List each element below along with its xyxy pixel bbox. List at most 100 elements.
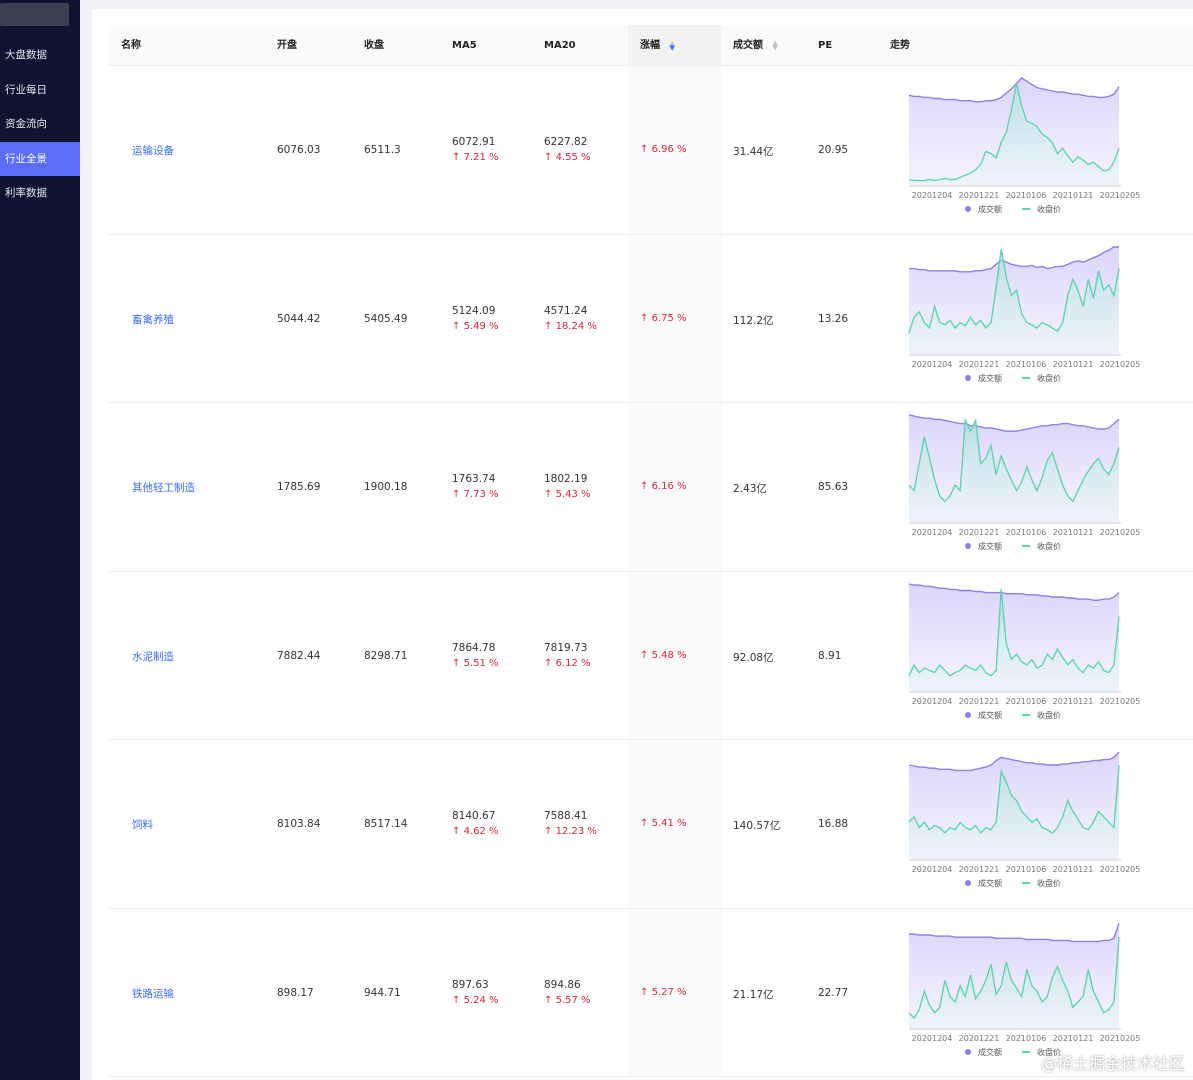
series-close-area <box>909 248 1119 355</box>
series-close-line <box>908 764 1120 835</box>
industry-name-link[interactable]: 水泥制造 <box>132 650 174 663</box>
x-tick-label: 20201204 <box>912 865 953 874</box>
ma20-change-value: 5.57 % <box>555 994 591 1006</box>
ma5-change: ↑ 5.51 % <box>452 658 499 669</box>
ma5-value: 6072.91 <box>452 136 496 148</box>
arrow-up-icon: ↑ <box>544 320 553 332</box>
column-header-volume[interactable]: 成交额 ▲ ▼ <box>733 25 778 66</box>
ma5-value: 1763.74 <box>452 473 496 485</box>
open-value: 8103.84 <box>277 818 321 830</box>
x-tick-label: 20210106 <box>1006 528 1047 537</box>
change-cell: ↑ 5.48 % <box>640 650 687 661</box>
open-value: 5044.42 <box>277 312 321 325</box>
series-volume-line <box>908 582 1120 601</box>
industry-name-link[interactable]: 运输设备 <box>132 145 174 157</box>
legend-volume-label: 成交额 <box>978 878 1002 888</box>
change-value: 6.16 % <box>651 481 687 492</box>
column-header-change[interactable]: 涨幅 ▲ ▼ <box>628 25 721 66</box>
sidebar-item[interactable]: 利率数据 <box>5 187 47 199</box>
series-close-area <box>909 765 1119 860</box>
arrow-up-icon: ↑ <box>452 826 461 837</box>
ma20-change-value: 4.55 % <box>555 152 591 163</box>
sort-icon[interactable]: ▲ ▼ <box>772 39 778 52</box>
series-close-line <box>908 936 1120 1019</box>
series-close-area <box>909 936 1119 1029</box>
change-cell: ↑ 6.16 % <box>640 481 687 492</box>
table-row: 其他轻工制造 1785.69 1900.18 1763.74 ↑ 7.73 % 1802.… <box>108 403 1193 572</box>
x-tick-label: 20201204 <box>912 528 953 537</box>
ma20-change: ↑ 6.12 % <box>544 658 591 669</box>
x-tick-label: 20210106 <box>1006 865 1047 874</box>
column-header-change-label: 涨幅 <box>640 40 660 51</box>
change-value: 5.48 % <box>651 649 687 661</box>
legend-volume-label: 成交额 <box>978 204 1002 214</box>
industry-table: 名称 开盘 收盘 MA5 MA20 涨幅 ▲ ▼ 成交额 ▲ ▼ PE 走势 运输设… <box>108 25 1193 1077</box>
ma20-change: ↑ 4.55 % <box>544 152 591 163</box>
sidebar-item[interactable]: 行业全景 <box>0 141 80 176</box>
ma20-change-value: 5.43 % <box>555 489 591 500</box>
x-tick-label: 20210205 <box>1100 528 1141 537</box>
industry-name-link[interactable]: 铁路运输 <box>132 987 174 1000</box>
trend-chart: 20201204 20201221 20210106 20210121 20210205… <box>885 411 1140 563</box>
legend-volume-label: 成交额 <box>978 541 1002 551</box>
arrow-up-icon: ↑ <box>544 489 553 500</box>
legend-close-label: 收盘价 <box>1037 204 1061 214</box>
legend-close-label: 收盘价 <box>1037 373 1061 383</box>
legend-volume-label: 成交额 <box>978 1047 1002 1057</box>
x-tick-label: 20201221 <box>959 528 1000 537</box>
sidebar-item[interactable]: 资金流向 <box>5 118 47 130</box>
x-tick-label: 20210121 <box>1053 697 1094 706</box>
ma5-change: ↑ 5.49 % <box>452 321 499 332</box>
column-header-trend: 走势 <box>890 40 910 51</box>
x-tick-label: 20210106 <box>1006 697 1047 706</box>
ma20-value: 7819.73 <box>544 641 588 654</box>
legend-volume-marker <box>965 374 971 381</box>
main-content: 名称 开盘 收盘 MA5 MA20 涨幅 ▲ ▼ 成交额 ▲ ▼ PE 走势 运输设… <box>92 9 1193 1080</box>
legend-volume-marker <box>965 543 971 549</box>
series-volume-line <box>908 77 1120 103</box>
industry-name-link[interactable]: 畜禽养殖 <box>132 313 174 326</box>
legend-volume-marker <box>965 1048 971 1055</box>
trend-chart-svg: 20201204 20201221 20210106 20210121 20210205… <box>908 77 1140 214</box>
pe-value: 16.88 <box>818 818 849 830</box>
ma5-change-value: 5.51 % <box>463 657 499 669</box>
watermark: @稀土掘金技术社区 <box>1040 1054 1185 1073</box>
ma20-change: ↑ 18.24 % <box>544 321 597 332</box>
column-header-name: 名称 <box>121 40 141 51</box>
pe-value: 20.95 <box>818 144 849 156</box>
trend-chart-svg: 20201204 20201221 20210106 20210121 20210205… <box>908 922 1140 1057</box>
close-value: 944.71 <box>364 986 401 999</box>
change-cell: ↑ 5.41 % <box>640 818 687 829</box>
sidebar-item[interactable]: 大盘数据 <box>5 49 47 61</box>
ma20-value: 7588.41 <box>544 810 588 822</box>
close-value: 6511.3 <box>364 144 401 156</box>
column-header-ma5: MA5 <box>452 40 477 51</box>
table-body: 运输设备 6076.03 6511.3 6072.91 ↑ 7.21 % 6227.82 ↑… <box>108 66 1193 1077</box>
ma5-change: ↑ 4.62 % <box>452 826 499 837</box>
sidebar-item[interactable]: 行业每日 <box>5 83 47 96</box>
x-tick-label: 20210106 <box>1006 360 1047 369</box>
legend-close-label: 收盘价 <box>1037 710 1061 720</box>
column-header-close: 收盘 <box>364 40 384 51</box>
series-close-area <box>909 588 1119 692</box>
close-value: 1900.18 <box>364 481 408 493</box>
ma20-value: 1802.19 <box>544 473 588 485</box>
legend-volume-label: 成交额 <box>978 710 1002 720</box>
trend-chart: 20201204 20201221 20210106 20210121 20210205… <box>885 74 1140 226</box>
legend-volume-marker <box>965 711 971 718</box>
column-header-open: 开盘 <box>277 40 297 51</box>
x-tick-label: 20201204 <box>912 191 953 200</box>
series-close-line <box>908 248 1120 334</box>
arrow-up-icon: ↑ <box>452 489 461 500</box>
ma5-value: 8140.67 <box>452 810 496 822</box>
trend-chart-svg: 20201204 20201221 20210106 20210121 20210205… <box>908 582 1140 720</box>
x-tick-label: 20201221 <box>959 360 1000 369</box>
sidebar-nav: 大盘数据行业每日资金流向行业全景利率数据 <box>0 38 80 211</box>
industry-name-link[interactable]: 其他轻工制造 <box>132 482 195 494</box>
change-cell: ↑ 6.96 % <box>640 144 687 155</box>
ma5-change-value: 5.24 % <box>463 994 499 1006</box>
ma20-value: 4571.24 <box>544 304 588 317</box>
logo <box>0 3 69 26</box>
industry-name-link[interactable]: 饲料 <box>132 819 153 831</box>
sort-desc-icon[interactable]: ▲ ▼ <box>669 39 675 52</box>
